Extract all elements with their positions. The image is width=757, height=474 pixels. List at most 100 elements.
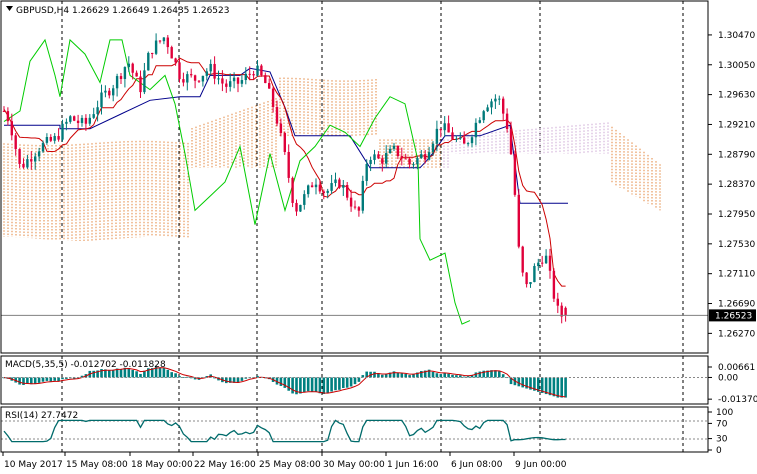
macd-bar	[455, 375, 458, 378]
candle-body	[513, 154, 517, 195]
macd-signal-line	[3, 367, 566, 398]
candle-body	[108, 90, 111, 96]
candle-body	[353, 206, 357, 208]
macd-bar	[166, 369, 170, 378]
macd-bar	[322, 377, 326, 394]
macd-bar	[443, 372, 446, 378]
candle-body	[76, 120, 80, 124]
price-panel-frame	[0, 0, 709, 354]
macd-bar	[154, 366, 158, 378]
candle-body	[525, 272, 528, 285]
macd-bar	[451, 374, 454, 378]
candle-body	[158, 40, 162, 42]
candle-body	[154, 40, 158, 54]
time-tick-label: 15 May 08:00	[66, 460, 128, 470]
macd-bar	[178, 376, 181, 378]
candle-body	[361, 180, 364, 211]
macd-bar	[232, 377, 236, 383]
macd-bar	[490, 370, 493, 378]
macd-bar	[119, 369, 123, 378]
macd-bar	[80, 375, 84, 378]
price-tick-label: 1.30050	[718, 61, 755, 71]
macd-bar	[416, 372, 419, 378]
candle-body	[18, 149, 21, 164]
candle-body	[96, 107, 99, 115]
macd-bar	[182, 377, 185, 379]
macd-bar	[18, 377, 21, 385]
macd-bar	[115, 368, 119, 378]
macd-bar	[404, 373, 407, 378]
macd-bar	[256, 375, 259, 378]
main-vertical-grid	[61, 1, 684, 353]
macd-bar	[193, 377, 197, 380]
macd-bar	[544, 377, 548, 395]
macd-bar	[41, 377, 45, 382]
macd-bar	[423, 370, 427, 378]
macd-bar	[361, 375, 365, 378]
macd-bar	[61, 377, 64, 380]
candle-body	[463, 137, 466, 144]
candle-body	[541, 262, 544, 264]
macd-bar	[287, 377, 290, 391]
time-tick-label: 1 Jun 16:00	[387, 460, 439, 470]
macd-bar	[384, 373, 388, 378]
candle-body	[455, 138, 458, 140]
candle-body	[2, 110, 6, 112]
candle-body	[427, 152, 431, 160]
macd-bar	[240, 377, 244, 381]
macd-bar	[439, 374, 443, 378]
candle-body	[357, 207, 361, 211]
candle-body	[365, 164, 368, 181]
macd-bar	[540, 377, 544, 393]
macd-bar	[92, 370, 95, 378]
candle-body	[209, 63, 212, 72]
macd-bar	[53, 377, 56, 381]
candle-body	[205, 71, 208, 76]
candle-body	[447, 123, 450, 133]
macd-bar	[345, 377, 349, 388]
price-chart-panel[interactable]: GBPUSD,H4 1.26629 1.26649 1.26435 1.2652…	[0, 0, 756, 354]
candle-body	[53, 136, 56, 141]
candle-body	[186, 74, 189, 83]
candle-body	[61, 123, 64, 140]
macd-bar	[408, 375, 411, 378]
candle-body	[162, 37, 166, 42]
candle-body	[244, 73, 247, 81]
macd-bar	[537, 377, 540, 392]
candle-body	[342, 185, 345, 188]
candle-body	[170, 47, 173, 59]
macd-bar	[494, 370, 497, 378]
macd-bar	[22, 377, 25, 386]
current-price-label: 1.26523	[709, 309, 756, 322]
candlesticks	[2, 33, 567, 324]
triangle-down-icon[interactable]	[6, 6, 13, 11]
candle-body	[73, 116, 76, 121]
candle-body	[127, 63, 130, 68]
candle-body	[37, 151, 41, 157]
candle-body	[494, 98, 497, 102]
macd-bar	[310, 377, 314, 392]
macd-bar	[299, 377, 302, 394]
candle-body	[279, 123, 283, 133]
candle-body	[178, 62, 181, 80]
candle-body	[392, 145, 396, 149]
macd-bar	[100, 369, 103, 378]
time-axis: 10 May 2017 15 May 08:00 18 May 00:00 22 Ma…	[2, 452, 567, 470]
candle-body	[88, 117, 91, 124]
macd-bar	[388, 372, 392, 378]
macd-panel[interactable]: MACD(5,35,5) -0.012702 -0.011828 0.00661…	[0, 355, 757, 405]
price-tick-label: 1.27110	[718, 270, 755, 280]
macd-bar	[283, 377, 287, 388]
candle-body	[396, 145, 400, 157]
candle-body	[388, 148, 392, 154]
candle-body	[443, 123, 446, 131]
time-tick-label: 22 May 16:00	[194, 460, 256, 470]
macd-bar	[326, 377, 329, 394]
macd-panel-frame	[0, 355, 709, 405]
macd-bar	[353, 377, 357, 385]
macd-bar	[330, 377, 333, 392]
candle-body	[84, 117, 88, 124]
candle-body	[26, 159, 29, 168]
